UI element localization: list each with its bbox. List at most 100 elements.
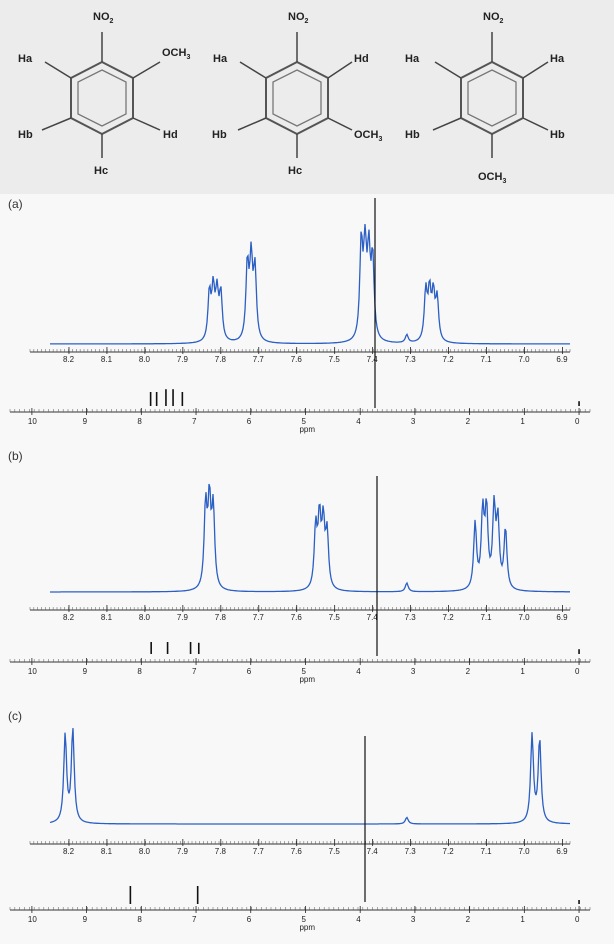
s1-right-down-label: Hd <box>163 129 178 141</box>
s1-bottom-label: Hc <box>94 165 108 177</box>
zoom-tick-label: 7.3 <box>405 355 417 364</box>
zoom-spectrum-line <box>50 483 570 593</box>
s2-right-down-label: OCH3 <box>354 129 382 143</box>
zoom-tick-label: 7.5 <box>329 355 341 364</box>
zoom-tick-label: 7.2 <box>443 613 455 622</box>
full-tick-label: 5 <box>301 667 306 676</box>
spectra-area: (a) 8.2 8.1 8.0 7.9 7.8 7.7 7.6 7.5 7.4 7.3 7.2 7.1 7… <box>0 194 614 944</box>
zoom-tick-label: 7.9 <box>177 847 189 856</box>
full-axis-xlabel: ppm <box>299 675 315 684</box>
s2-left-up-label: Ha <box>213 53 228 65</box>
zoom-tick-label: 7.4 <box>367 847 379 856</box>
full-tick-label: 10 <box>28 417 37 426</box>
structures-panel: NO2 Ha OCH3 Hb Hd Hc NO2 Ha Hd Hb OCH3 H… <box>0 0 614 194</box>
full-tick-label: 4 <box>356 417 361 426</box>
full-tick-label: 1 <box>520 915 525 924</box>
zoom-tick-label: 7.7 <box>253 355 265 364</box>
zoom-tick-label: 7.2 <box>443 847 455 856</box>
zoom-tick-label: 7.8 <box>215 355 227 364</box>
full-axis-xlabel: ppm <box>299 923 315 932</box>
s3-left-down-label: Hb <box>405 129 420 141</box>
nmr-spectra-svg: (a) 8.2 8.1 8.0 7.9 7.8 7.7 7.6 7.5 7.4 7.3 7.2 7.1 7… <box>8 197 591 932</box>
panel-label: (a) <box>8 197 23 211</box>
full-tick-label: 0 <box>575 915 580 924</box>
s2-top-label: NO2 <box>288 11 309 25</box>
full-tick-label: 3 <box>411 417 416 426</box>
s1-top-label: NO2 <box>93 11 114 25</box>
full-tick-label: 0 <box>575 667 580 676</box>
zoom-tick-label: 7.3 <box>405 613 417 622</box>
full-tick-label: 6 <box>247 915 252 924</box>
full-tick-label: 10 <box>28 915 37 924</box>
zoom-tick-label: 7.0 <box>518 613 530 622</box>
zoom-spectrum-line <box>49 728 571 825</box>
structure-2: NO2 Ha Hd Hb OCH3 Hc <box>212 11 382 177</box>
zoom-tick-label: 8.2 <box>63 847 75 856</box>
full-tick-label: 3 <box>411 667 416 676</box>
full-tick-label: 5 <box>301 915 306 924</box>
zoom-tick-label: 6.9 <box>556 613 568 622</box>
zoom-tick-label: 6.9 <box>556 355 568 364</box>
zoom-tick-label: 7.3 <box>405 847 417 856</box>
full-tick-label: 10 <box>28 667 37 676</box>
s2-right-up-label: Hd <box>354 53 369 65</box>
zoom-spectrum-line <box>50 223 570 345</box>
zoom-tick-label: 7.5 <box>329 613 341 622</box>
full-tick-label: 4 <box>356 667 361 676</box>
full-tick-label: 5 <box>301 417 306 426</box>
s3-left-up-label: Ha <box>405 53 420 65</box>
zoom-tick-label: 7.8 <box>215 847 227 856</box>
zoom-tick-label: 7.8 <box>215 613 227 622</box>
full-tick-label: 3 <box>411 915 416 924</box>
zoom-tick-label: 7.1 <box>480 355 492 364</box>
zoom-tick-label: 7.6 <box>291 847 303 856</box>
zoom-tick-label: 8.1 <box>101 847 113 856</box>
zoom-tick-label: 7.1 <box>480 847 492 856</box>
full-tick-label: 6 <box>247 417 252 426</box>
full-tick-label: 6 <box>247 667 252 676</box>
s1-left-down-label: Hb <box>18 129 33 141</box>
zoom-tick-label: 8.2 <box>63 613 75 622</box>
full-tick-label: 4 <box>356 915 361 924</box>
full-tick-label: 7 <box>192 667 197 676</box>
panel-label: (b) <box>8 449 23 463</box>
structures-svg: NO2 Ha OCH3 Hb Hd Hc NO2 Ha Hd Hb OCH3 H… <box>18 11 565 185</box>
zoom-tick-label: 7.9 <box>177 355 189 364</box>
zoom-tick-label: 7.6 <box>291 355 303 364</box>
full-tick-label: 9 <box>83 417 88 426</box>
s2-bottom-label: Hc <box>288 165 302 177</box>
structure-3: NO2 Ha Ha Hb Hb OCH3 <box>405 11 565 185</box>
full-tick-label: 2 <box>466 667 471 676</box>
full-tick-label: 2 <box>466 417 471 426</box>
zoom-tick-label: 8.2 <box>63 355 75 364</box>
zoom-tick-label: 8.1 <box>101 355 113 364</box>
zoom-tick-label: 7.9 <box>177 613 189 622</box>
zoom-tick-label: 6.9 <box>556 847 568 856</box>
full-tick-label: 7 <box>192 417 197 426</box>
zoom-tick-label: 7.6 <box>291 613 303 622</box>
full-tick-label: 8 <box>137 667 142 676</box>
zoom-tick-label: 8.0 <box>139 613 151 622</box>
full-axis-xlabel: ppm <box>299 425 315 434</box>
zoom-tick-label: 7.4 <box>367 355 379 364</box>
full-tick-label: 0 <box>575 417 580 426</box>
zoom-tick-label: 8.0 <box>139 847 151 856</box>
zoom-tick-label: 7.1 <box>480 613 492 622</box>
zoom-tick-label: 7.2 <box>443 355 455 364</box>
s2-left-down-label: Hb <box>212 129 227 141</box>
s3-bottom-label: OCH3 <box>478 171 506 185</box>
full-tick-label: 9 <box>83 915 88 924</box>
full-tick-label: 1 <box>520 417 525 426</box>
full-tick-label: 9 <box>83 667 88 676</box>
s1-left-up-label: Ha <box>18 53 33 65</box>
zoom-tick-label: 7.0 <box>518 355 530 364</box>
zoom-tick-label: 7.4 <box>367 613 379 622</box>
full-tick-label: 8 <box>137 417 142 426</box>
full-tick-label: 2 <box>466 915 471 924</box>
s1-right-up-label: OCH3 <box>162 47 190 61</box>
s3-right-up-label: Ha <box>550 53 565 65</box>
s3-top-label: NO2 <box>483 11 504 25</box>
zoom-tick-label: 8.1 <box>101 613 113 622</box>
full-tick-label: 7 <box>192 915 197 924</box>
s3-right-down-label: Hb <box>550 129 565 141</box>
